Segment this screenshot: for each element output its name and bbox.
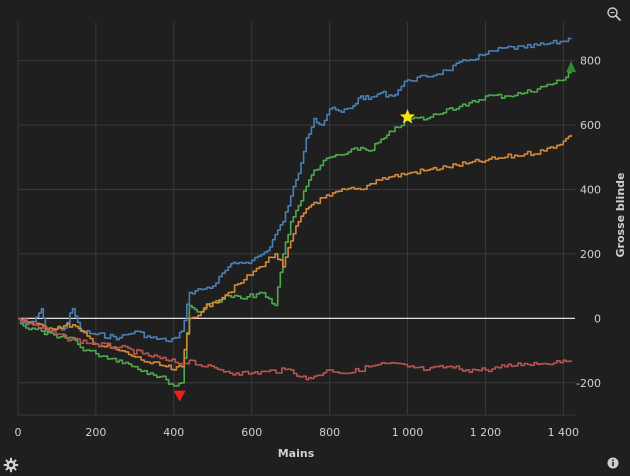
series-group (18, 37, 572, 387)
marker-triangle-up (566, 61, 577, 73)
y-tick-label: 800 (580, 55, 601, 68)
zoom-magnifier-icon[interactable] (604, 4, 624, 24)
series-line-3 (18, 134, 572, 371)
chart-grid (17, 22, 575, 416)
x-tick-label: 800 (319, 426, 340, 439)
marker-star (399, 109, 416, 124)
x-axis-label: Mains (278, 447, 315, 460)
series-line-1 (18, 37, 572, 343)
y-tick-label: 200 (580, 248, 601, 261)
x-tick-label: 1 200 (470, 426, 502, 439)
y-tick-label: 400 (580, 184, 601, 197)
x-tick-label: 400 (163, 426, 184, 439)
y-tick-label: 0 (594, 312, 601, 325)
y-tick-label: -200 (576, 377, 601, 390)
x-tick-label: 200 (85, 426, 106, 439)
x-tick-label: 1 000 (392, 426, 424, 439)
series-line-2 (18, 67, 572, 387)
x-tick-label: 600 (241, 426, 262, 439)
x-tick-label: 1 400 (548, 426, 580, 439)
marker-triangle-down (173, 390, 186, 402)
series-line-4 (18, 317, 572, 381)
y-axis-label: Grosse blinde (614, 173, 627, 258)
x-tick-label: 0 (15, 426, 22, 439)
gear-icon[interactable] (2, 456, 20, 474)
info-icon[interactable] (606, 456, 620, 470)
x-axis-ticks: 0 200 400 600 800 1 000 1 200 1 400 (15, 426, 580, 439)
y-axis-ticks: -200 0 200 400 600 800 (576, 55, 601, 390)
markers-group (173, 61, 577, 402)
y-tick-label: 600 (580, 119, 601, 132)
